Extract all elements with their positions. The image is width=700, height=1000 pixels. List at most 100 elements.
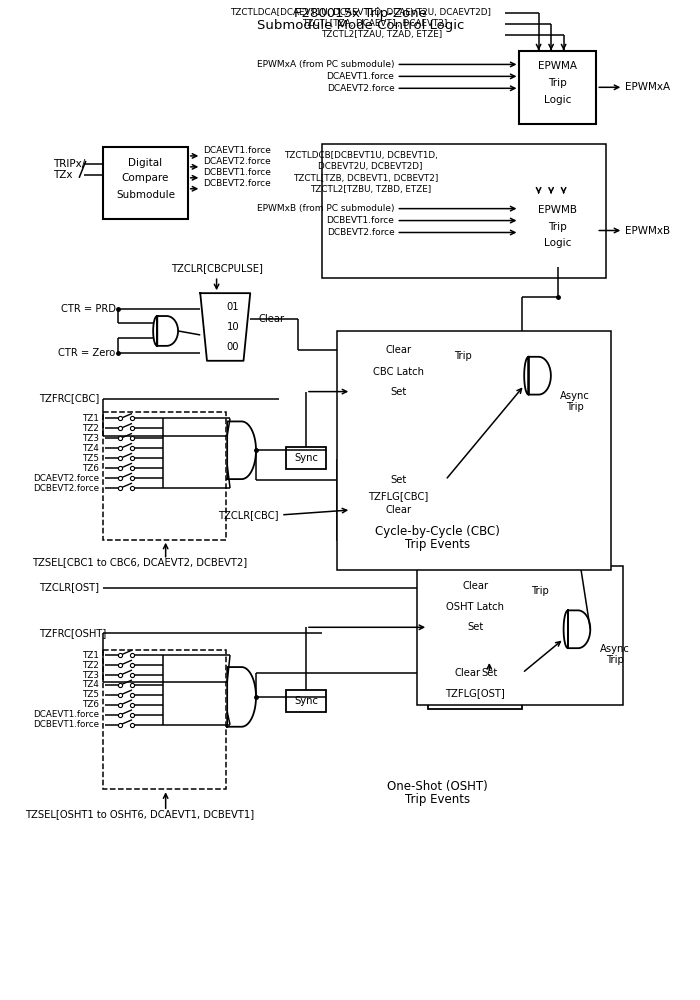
Text: TZCTL[TZB, DCBEVT1, DCBEVT2]: TZCTL[TZB, DCBEVT1, DCBEVT2] (293, 174, 438, 183)
Text: Trip: Trip (549, 78, 567, 88)
Bar (351, 336, 445, 408)
Text: TZx: TZx (53, 170, 73, 180)
Text: TZ̅3: TZ̅3 (83, 434, 99, 443)
Polygon shape (564, 610, 590, 648)
Text: EPWMA: EPWMA (538, 61, 578, 71)
Text: TZ5: TZ5 (83, 454, 99, 463)
Polygon shape (228, 667, 256, 727)
Bar (103, 650, 226, 789)
Text: EPWMxA (from PC submodule): EPWMxA (from PC submodule) (257, 60, 394, 69)
Text: 10: 10 (226, 322, 239, 332)
Text: One-Shot (OSHT): One-Shot (OSHT) (387, 780, 488, 793)
Text: TZ6: TZ6 (83, 464, 99, 473)
Text: Submodule: Submodule (116, 190, 175, 200)
Bar (416, 566, 623, 705)
Text: Set: Set (481, 668, 498, 678)
Text: TZCTL2[TZBU, TZBD, ETZE]: TZCTL2[TZBU, TZBD, ETZE] (310, 185, 431, 194)
Text: Clear: Clear (454, 668, 480, 678)
Text: Cycle-by-Cycle (CBC): Cycle-by-Cycle (CBC) (375, 525, 500, 538)
Text: TZCTLDCB[DCBEVT1U, DCBEVT1D,: TZCTLDCB[DCBEVT1U, DCBEVT1D, (284, 151, 438, 160)
Bar (337, 331, 610, 570)
Text: TZSEL[OSHT1 to OSHT6, DCAEVT1, DCBEVT1]: TZSEL[OSHT1 to OSHT6, DCAEVT1, DCBEVT1] (25, 809, 254, 819)
Text: Async: Async (600, 644, 629, 654)
Text: Digital: Digital (128, 158, 162, 168)
Text: Set: Set (390, 475, 407, 485)
Text: Trip Events: Trip Events (405, 538, 470, 551)
Text: F280015x Trip-Zone: F280015x Trip-Zone (294, 7, 427, 20)
Bar (103, 412, 226, 540)
Text: Clear: Clear (385, 505, 412, 515)
Text: TZ̅2: TZ̅2 (83, 424, 99, 433)
Text: DCBEVT2.force: DCBEVT2.force (327, 228, 394, 237)
Text: TZFRC[OSHT]: TZFRC[OSHT] (38, 628, 106, 638)
Text: Trip: Trip (566, 402, 584, 412)
Text: TZCLR[OST]: TZCLR[OST] (38, 583, 99, 593)
Text: TZCTL[TZA, DCAEVT1, DCAEVT2]: TZCTL[TZA, DCAEVT1, DCAEVT2] (302, 19, 448, 28)
Text: Submodule Mode Control Logic: Submodule Mode Control Logic (257, 19, 465, 32)
Text: DCAEVT2.force: DCAEVT2.force (327, 84, 394, 93)
Text: EPWMxB (from PC submodule): EPWMxB (from PC submodule) (257, 204, 394, 213)
Bar (519, 51, 596, 124)
Text: DCBEVT2.force: DCBEVT2.force (34, 484, 99, 493)
Text: DCBEVT2.force: DCBEVT2.force (203, 179, 271, 188)
Text: Clear: Clear (462, 581, 488, 591)
Bar (337, 460, 543, 540)
Bar (428, 572, 522, 643)
Text: DCBEVT2U, DCBEVT2D]: DCBEVT2U, DCBEVT2D] (318, 162, 423, 171)
Text: Set: Set (467, 622, 483, 632)
Text: OSHT Latch: OSHT Latch (446, 602, 504, 612)
Bar (322, 144, 606, 278)
Text: Async: Async (560, 391, 590, 401)
Polygon shape (228, 421, 256, 479)
Text: DCAEVT2.force: DCAEVT2.force (34, 474, 99, 483)
Text: TZ̅3: TZ̅3 (83, 671, 99, 680)
Text: TZ̅2: TZ̅2 (83, 661, 99, 670)
Bar (519, 194, 596, 267)
Text: TZ4: TZ4 (83, 680, 99, 689)
Text: Compare: Compare (122, 173, 169, 183)
Text: Clear: Clear (385, 345, 412, 355)
Text: TZ4: TZ4 (83, 444, 99, 453)
Text: Trip Events: Trip Events (405, 793, 470, 806)
Text: TZSEL[CBC1 to CBC6, DCAEVT2, DCBEVT2]: TZSEL[CBC1 to CBC6, DCAEVT2, DCBEVT2] (32, 557, 247, 567)
Text: TZFLG[OST]: TZFLG[OST] (445, 688, 505, 698)
Text: DCAEVT1.force: DCAEVT1.force (327, 72, 394, 81)
Text: TZFLG[CBC]: TZFLG[CBC] (368, 491, 428, 501)
Text: Clear: Clear (258, 314, 284, 324)
Text: TZCTLDCA[DCAEVT1U, DCAEVT1D, DCAEVT2U, DCAEVT2D]: TZCTLDCA[DCAEVT1U, DCAEVT1D, DCAEVT2U, D… (230, 8, 491, 17)
Text: TZ1: TZ1 (83, 651, 99, 660)
Text: DCBEVT1.force: DCBEVT1.force (203, 168, 271, 177)
Text: 00: 00 (227, 342, 239, 352)
Bar (428, 659, 522, 709)
Text: Trip: Trip (454, 351, 472, 361)
Text: DCBEVT1.force: DCBEVT1.force (34, 720, 99, 729)
Text: TZCTL2[TZAU, TZAD, ETZE]: TZCTL2[TZAU, TZAD, ETZE] (321, 30, 442, 39)
Bar (286, 690, 326, 712)
Bar (103, 147, 188, 219)
Text: CTR = Zero: CTR = Zero (58, 348, 116, 358)
Bar (286, 447, 326, 469)
Text: DCAEVT1.force: DCAEVT1.force (203, 146, 271, 155)
Text: Logic: Logic (544, 95, 571, 105)
Polygon shape (200, 293, 250, 361)
Text: TRIPx/: TRIPx/ (53, 159, 85, 169)
Text: Sync: Sync (294, 453, 318, 463)
Text: TZFRC[CBC]: TZFRC[CBC] (38, 394, 99, 404)
Text: EPWMxA: EPWMxA (625, 82, 671, 92)
Text: TZ5: TZ5 (83, 690, 99, 699)
Bar (351, 468, 445, 516)
Text: CBC Latch: CBC Latch (373, 367, 424, 377)
Text: Trip: Trip (549, 222, 567, 232)
Text: DCBEVT1.force: DCBEVT1.force (327, 216, 394, 225)
Text: Sync: Sync (294, 696, 318, 706)
Text: TZCLR[CBCPULSE]: TZCLR[CBCPULSE] (171, 263, 262, 273)
Text: TZ1: TZ1 (83, 414, 99, 423)
Text: EPWMxB: EPWMxB (625, 226, 671, 236)
Text: TZCLR[CBC]: TZCLR[CBC] (218, 510, 279, 520)
Text: Trip: Trip (606, 655, 624, 665)
Text: DCAEVT1.force: DCAEVT1.force (34, 710, 99, 719)
Text: DCAEVT2.force: DCAEVT2.force (203, 157, 271, 166)
Text: EPWMB: EPWMB (538, 205, 578, 215)
Text: CTR = PRD: CTR = PRD (61, 304, 116, 314)
Polygon shape (153, 316, 178, 346)
